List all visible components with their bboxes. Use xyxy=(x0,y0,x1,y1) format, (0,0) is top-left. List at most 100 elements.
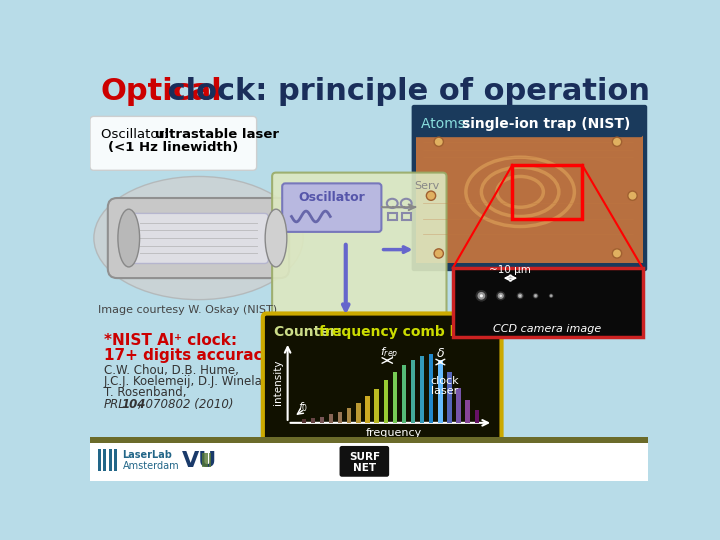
Text: Oscillator:: Oscillator: xyxy=(101,127,172,140)
Bar xyxy=(474,410,479,423)
FancyBboxPatch shape xyxy=(108,198,289,278)
Bar xyxy=(513,165,582,219)
Bar xyxy=(302,419,306,423)
Bar xyxy=(384,380,388,423)
Text: clock: principle of operation: clock: principle of operation xyxy=(157,77,649,106)
Text: frequency: frequency xyxy=(366,428,422,438)
Bar xyxy=(320,416,324,423)
Bar xyxy=(456,388,461,423)
Ellipse shape xyxy=(549,294,554,298)
Text: $f_{rep}$: $f_{rep}$ xyxy=(379,346,398,362)
Bar xyxy=(202,453,204,467)
Ellipse shape xyxy=(498,293,504,299)
Ellipse shape xyxy=(434,249,444,258)
Bar xyxy=(387,213,397,220)
FancyBboxPatch shape xyxy=(413,110,644,137)
Bar xyxy=(90,437,648,443)
Ellipse shape xyxy=(434,137,444,146)
Text: C.W. Chou, D.B. Hume,: C.W. Chou, D.B. Hume, xyxy=(104,364,239,377)
Text: ~10 μm: ~10 μm xyxy=(489,265,531,275)
Text: LaserLab: LaserLab xyxy=(122,450,172,460)
Text: $f_0$: $f_0$ xyxy=(299,401,309,414)
Text: ultrastable laser: ultrastable laser xyxy=(155,127,279,140)
Bar xyxy=(453,268,642,338)
Bar xyxy=(209,453,211,467)
Ellipse shape xyxy=(535,295,536,296)
Ellipse shape xyxy=(426,191,436,200)
FancyBboxPatch shape xyxy=(272,173,446,323)
Text: *NIST Al⁺ clock:: *NIST Al⁺ clock: xyxy=(104,333,237,348)
Text: Image courtesy W. Oskay (NIST): Image courtesy W. Oskay (NIST) xyxy=(98,305,277,315)
Text: laser: laser xyxy=(431,386,458,395)
Ellipse shape xyxy=(551,295,552,296)
Text: single-ion trap (NIST): single-ion trap (NIST) xyxy=(462,117,631,131)
Text: Amsterdam: Amsterdam xyxy=(122,461,179,471)
Ellipse shape xyxy=(118,209,140,267)
Ellipse shape xyxy=(519,295,521,296)
Text: 104: 104 xyxy=(121,398,145,411)
Bar xyxy=(402,365,406,423)
Bar xyxy=(114,449,117,470)
Bar xyxy=(411,360,415,423)
Text: Atoms:: Atoms: xyxy=(421,117,474,131)
Text: (<1 Hz linewidth): (<1 Hz linewidth) xyxy=(108,141,238,154)
Ellipse shape xyxy=(94,177,303,300)
Text: Counter:: Counter: xyxy=(274,325,348,339)
Bar xyxy=(329,414,333,423)
Ellipse shape xyxy=(477,292,485,300)
Text: SURF: SURF xyxy=(348,453,380,462)
Ellipse shape xyxy=(612,249,621,258)
Text: Oscillator: Oscillator xyxy=(298,191,365,204)
Ellipse shape xyxy=(518,294,523,298)
Bar xyxy=(356,403,361,423)
Bar xyxy=(98,449,101,470)
Bar xyxy=(90,443,648,481)
Text: J.C.J. Koelemeij, D.J. Wineland,: J.C.J. Koelemeij, D.J. Wineland, xyxy=(104,375,282,388)
Ellipse shape xyxy=(534,294,538,298)
Bar xyxy=(103,449,107,470)
Bar xyxy=(365,396,369,423)
FancyBboxPatch shape xyxy=(129,213,269,264)
Bar xyxy=(466,400,470,423)
Bar xyxy=(429,354,433,423)
Bar xyxy=(205,453,208,467)
Text: , 070802 (2010): , 070802 (2010) xyxy=(138,398,233,411)
Text: 17+ digits accuracy: 17+ digits accuracy xyxy=(104,348,273,362)
Text: intensity: intensity xyxy=(274,359,284,405)
Bar xyxy=(402,213,411,220)
Ellipse shape xyxy=(533,293,539,299)
Ellipse shape xyxy=(549,294,553,298)
FancyBboxPatch shape xyxy=(415,132,644,264)
FancyBboxPatch shape xyxy=(282,184,382,232)
Ellipse shape xyxy=(476,290,487,301)
FancyBboxPatch shape xyxy=(340,446,389,477)
Ellipse shape xyxy=(628,191,637,200)
Bar xyxy=(392,373,397,423)
Bar xyxy=(438,360,443,423)
Text: Serv: Serv xyxy=(414,181,439,192)
FancyBboxPatch shape xyxy=(90,117,256,170)
Text: T. Rosenband,: T. Rosenband, xyxy=(104,386,186,399)
Ellipse shape xyxy=(500,294,502,297)
Bar xyxy=(347,408,351,423)
Bar xyxy=(311,418,315,423)
Text: VU: VU xyxy=(181,450,217,470)
FancyBboxPatch shape xyxy=(412,105,647,271)
Text: clock: clock xyxy=(430,375,459,386)
Text: frequency comb laser: frequency comb laser xyxy=(319,325,488,339)
Text: PRL: PRL xyxy=(104,398,126,411)
Ellipse shape xyxy=(265,209,287,267)
Text: CCD camera image: CCD camera image xyxy=(493,324,601,334)
Bar xyxy=(338,411,342,423)
Text: $\delta$: $\delta$ xyxy=(436,347,445,360)
Bar xyxy=(109,449,112,470)
Bar xyxy=(447,373,451,423)
Ellipse shape xyxy=(480,294,483,298)
Bar xyxy=(420,356,424,423)
Bar xyxy=(374,389,379,423)
Ellipse shape xyxy=(517,292,523,299)
Ellipse shape xyxy=(496,291,505,300)
Ellipse shape xyxy=(612,137,621,146)
Text: NET: NET xyxy=(353,462,376,472)
FancyBboxPatch shape xyxy=(263,314,502,441)
